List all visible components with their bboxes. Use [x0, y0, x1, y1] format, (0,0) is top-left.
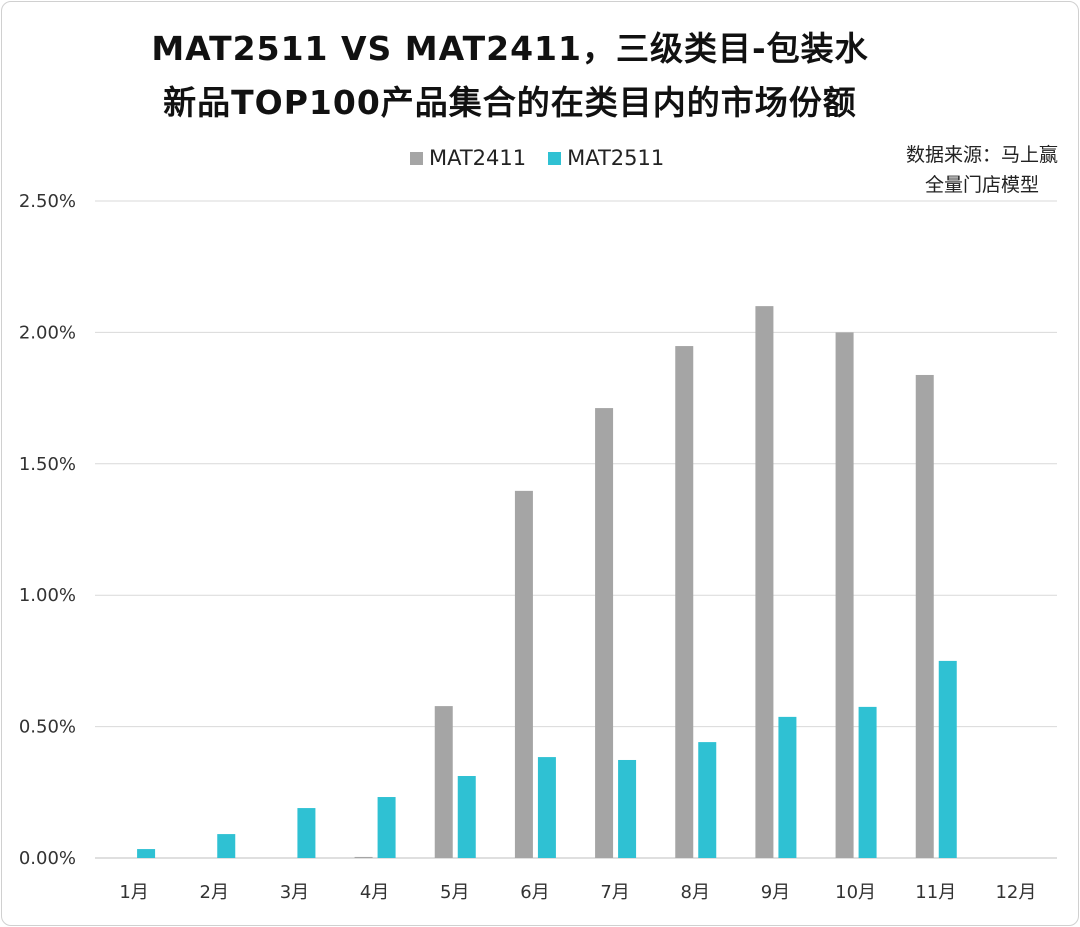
bar-mat2511-9: [778, 716, 797, 858]
x-tick-label: 11月: [915, 882, 956, 903]
bar-mat2511-8: [698, 742, 717, 858]
bar-mat2411-8: [675, 346, 694, 858]
legend-swatch-mat2511: [548, 151, 562, 165]
bar-mat2411-4: [354, 856, 373, 858]
bar-mat2511-11: [938, 660, 957, 858]
y-tick-label: 0.00%: [19, 848, 76, 869]
legend: MAT2411 MAT2511: [410, 146, 686, 170]
y-tick-label: 0.50%: [19, 717, 76, 738]
legend-label-mat2511: MAT2511: [567, 146, 665, 170]
bar-mat2511-2: [217, 834, 236, 858]
chart-title-line1: MAT2511 VS MAT2411，三级类目-包装水: [151, 29, 869, 68]
bar-mat2411-7: [595, 408, 614, 858]
legend-swatch-mat2411: [410, 151, 423, 165]
bar-mat2511-3: [297, 808, 316, 858]
bar-mat2511-5: [457, 776, 476, 858]
data-source-note: 数据来源：马上赢 全量门店模型: [906, 140, 1058, 200]
x-tick-label: 6月: [520, 882, 549, 903]
x-tick-label: 4月: [360, 882, 389, 903]
x-tick-label: 9月: [761, 882, 790, 903]
y-tick-label: 2.50%: [19, 191, 76, 212]
x-tick-label: 8月: [681, 882, 710, 903]
bar-mat2411-5: [434, 706, 453, 858]
bar-mat2511-7: [618, 759, 637, 858]
x-tick-label: 10月: [835, 882, 876, 903]
bar-mat2411-6: [514, 490, 533, 858]
y-tick-label: 1.00%: [19, 585, 76, 606]
legend-label-mat2411: MAT2411: [429, 146, 527, 170]
x-tick-label: 7月: [600, 882, 629, 903]
bar-mat2411-10: [835, 332, 854, 858]
legend-item-mat2411: MAT2411: [410, 146, 526, 170]
legend-item-mat2511: MAT2511: [548, 146, 664, 170]
x-tick-label: 2月: [200, 882, 229, 903]
y-tick-label: 2.00%: [19, 322, 76, 343]
y-tick-label: 1.50%: [19, 454, 76, 475]
x-tick-label: 12月: [995, 882, 1036, 903]
source-line2: 全量门店模型: [924, 174, 1039, 196]
bar-mat2511-4: [377, 797, 396, 858]
chart-title-line2: 新品TOP100产品集合的在类目内的市场份额: [163, 83, 857, 122]
bar-mat2511-10: [858, 706, 877, 858]
x-tick-label: 1月: [119, 882, 148, 903]
bar-mat2411-11: [915, 374, 934, 858]
x-tick-label: 5月: [440, 882, 469, 903]
source-line1: 数据来源：马上赢: [905, 144, 1058, 166]
bar-mat2511-6: [537, 757, 556, 858]
x-tick-label: 3月: [280, 882, 309, 903]
bar-mat2511-1: [137, 849, 156, 858]
bar-mat2411-9: [755, 306, 774, 858]
